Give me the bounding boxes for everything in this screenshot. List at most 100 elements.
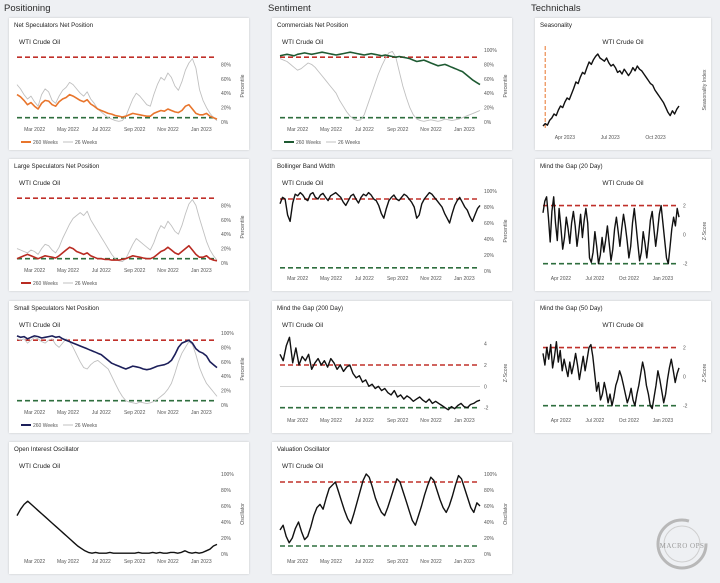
card-small-speculators: Small Speculators Net Position WTI Crude… bbox=[9, 301, 249, 433]
card-seasonality: Seasonality WTI Crude Oil Seasonality Ind… bbox=[535, 18, 711, 150]
x-tick-label: May 2022 bbox=[320, 418, 342, 424]
x-tick-label: Sep 2022 bbox=[124, 127, 146, 133]
y-tick-label: 60% bbox=[484, 77, 495, 83]
chart-subtitle: WTI Crude Oil bbox=[19, 322, 61, 329]
x-tick-label: Sep 2022 bbox=[387, 559, 409, 565]
x-tick-label: Nov 2022 bbox=[420, 276, 442, 282]
x-tick-label: Jul 2022 bbox=[355, 559, 374, 565]
x-tick-label: May 2022 bbox=[57, 268, 79, 274]
x-tick-label: Jan 2023 bbox=[191, 559, 212, 565]
y-tick-label: 40% bbox=[221, 232, 232, 238]
x-tick-label: Nov 2022 bbox=[157, 268, 179, 274]
y-axis-label: Percentile bbox=[240, 74, 246, 97]
y-tick-label: -2 bbox=[683, 262, 688, 268]
y-tick-label: 40% bbox=[221, 520, 232, 526]
y-tick-label: 100% bbox=[484, 472, 497, 478]
y-tick-label: 40% bbox=[484, 520, 495, 526]
card-title: Mind the Gap (200 Day) bbox=[277, 305, 344, 312]
y-axis-label: Percentile bbox=[240, 357, 246, 380]
y-tick-label: 0% bbox=[221, 403, 229, 409]
series-line-26-weeks bbox=[279, 50, 481, 122]
series-line-z-score bbox=[542, 196, 680, 265]
card-large-speculators: Large Speculators Net Position WTI Crude… bbox=[9, 159, 249, 291]
y-tick-label: 60% bbox=[221, 218, 232, 224]
card-open-interest: Open Interest Oscillator WTI Crude Oil 0%… bbox=[9, 442, 249, 574]
series-line-26-weeks bbox=[16, 58, 218, 122]
chart-subtitle: WTI Crude Oil bbox=[282, 463, 324, 470]
y-tick-label: 40% bbox=[221, 91, 232, 97]
y-tick-label: 60% bbox=[221, 504, 232, 510]
x-tick-label: Jul 2022 bbox=[92, 127, 111, 133]
card-mind-the-gap-200: Mind the Gap (200 Day) WTI Crude Oil -2 0 2… bbox=[272, 301, 512, 433]
card-title: Seasonality bbox=[540, 22, 572, 29]
y-tick-label: 80% bbox=[221, 345, 232, 351]
x-tick-label: Jan 2023 bbox=[454, 276, 475, 282]
legend-label: 26 Weeks bbox=[75, 281, 98, 287]
x-tick-label: Mar 2022 bbox=[287, 418, 308, 424]
x-tick-label: Nov 2022 bbox=[157, 127, 179, 133]
y-tick-label: 20% bbox=[484, 106, 495, 112]
x-tick-label: May 2022 bbox=[320, 127, 342, 133]
chart-commercials: WTI Crude Oil 0% 20% 40% 60% 80% 100% Percentil… bbox=[279, 39, 509, 146]
card-title: Mind the Gap (50 Day) bbox=[540, 305, 603, 312]
x-tick-label: Jul 2023 bbox=[601, 135, 620, 141]
y-tick-label: -2 bbox=[484, 406, 489, 412]
x-tick-label: Mar 2022 bbox=[24, 559, 45, 565]
x-tick-label: May 2022 bbox=[57, 127, 79, 133]
y-tick-label: 60% bbox=[221, 360, 232, 366]
y-tick-label: 80% bbox=[221, 203, 232, 209]
y-axis-label: Z-Score bbox=[702, 222, 708, 241]
x-tick-label: Mar 2022 bbox=[287, 127, 308, 133]
x-tick-label: Sep 2022 bbox=[387, 276, 409, 282]
x-tick-label: Mar 2022 bbox=[24, 268, 45, 274]
chart-mind-the-gap-20: WTI Crude Oil -2 0 2 Z-Score Apr 2022 Jul 2022… bbox=[542, 180, 708, 282]
y-tick-label: 40% bbox=[484, 237, 495, 243]
series-line-260-weeks bbox=[279, 51, 481, 86]
chart-small-speculators: WTI Crude Oil 0% 20% 40% 60% 80% 100% Percentil… bbox=[16, 322, 246, 429]
card-title: Bollinger Band Width bbox=[277, 163, 335, 170]
card-title: Valuation Oscillator bbox=[277, 446, 330, 453]
series-line-26-weeks bbox=[16, 336, 218, 405]
y-tick-label: 0 bbox=[484, 384, 487, 390]
y-tick-label: 60% bbox=[484, 221, 495, 227]
x-tick-label: Nov 2022 bbox=[420, 127, 442, 133]
x-tick-label: Jul 2022 bbox=[92, 410, 111, 416]
x-tick-label: Apr 2023 bbox=[555, 135, 576, 141]
chart-mind-the-gap-200: WTI Crude Oil -2 0 2 4 Z-Score Mar 2022 May 202… bbox=[279, 322, 509, 424]
chart-subtitle: WTI Crude Oil bbox=[282, 39, 324, 46]
card-net-speculators: Net Speculators Net Position WTI Crude O… bbox=[9, 18, 249, 150]
legend-label: 26 Weeks bbox=[75, 140, 98, 146]
chart-mind-the-gap-50: WTI Crude Oil -2 0 2 Z-Score Apr 2022 Jul 2022… bbox=[542, 322, 708, 424]
card-title: Net Speculators Net Position bbox=[14, 22, 94, 29]
x-tick-label: May 2022 bbox=[57, 410, 79, 416]
x-tick-label: Jul 2022 bbox=[92, 559, 111, 565]
y-tick-label: 100% bbox=[484, 48, 497, 54]
chart-subtitle: WTI Crude Oil bbox=[282, 180, 324, 187]
section-technicals: Technichals bbox=[531, 3, 581, 14]
x-tick-label: Sep 2022 bbox=[124, 268, 146, 274]
y-tick-label: 0 bbox=[683, 375, 686, 381]
section-positioning: Positioning bbox=[4, 3, 51, 14]
legend-label: 260 Weeks bbox=[33, 140, 58, 146]
x-tick-label: Jan 2023 bbox=[653, 276, 674, 282]
x-tick-label: May 2022 bbox=[320, 559, 342, 565]
chart-net-speculators: WTI Crude Oil 0% 20% 40% 60% 80% Percentile Mar… bbox=[16, 39, 246, 146]
card-bollinger: Bollinger Band Width WTI Crude Oil 0% 20% 4… bbox=[272, 159, 512, 291]
y-tick-label: 2 bbox=[683, 346, 686, 352]
logo-circle-icon bbox=[656, 518, 708, 570]
x-tick-label: Oct 2022 bbox=[619, 276, 640, 282]
chart-subtitle: WTI Crude Oil bbox=[19, 39, 61, 46]
series-line-26-weeks bbox=[16, 199, 218, 263]
chart-valuation: WTI Crude Oil 0% 20% 40% 60% 80% 100% Oscillato… bbox=[279, 463, 509, 565]
x-tick-label: Jul 2022 bbox=[355, 276, 374, 282]
y-tick-label: 4 bbox=[484, 342, 487, 348]
y-tick-label: 20% bbox=[221, 247, 232, 253]
x-tick-label: Nov 2022 bbox=[420, 559, 442, 565]
logo-text: MACRO OPS bbox=[659, 542, 705, 550]
card-mind-the-gap-50: Mind the Gap (50 Day) WTI Crude Oil -2 0 2 Z… bbox=[535, 301, 711, 433]
y-axis-label: Percentile bbox=[503, 219, 509, 242]
y-tick-label: 0% bbox=[221, 552, 229, 558]
x-tick-label: Jan 2023 bbox=[191, 268, 212, 274]
card-valuation: Valuation Oscillator WTI Crude Oil 0% 20% 4… bbox=[272, 442, 512, 574]
y-tick-label: 80% bbox=[484, 488, 495, 494]
